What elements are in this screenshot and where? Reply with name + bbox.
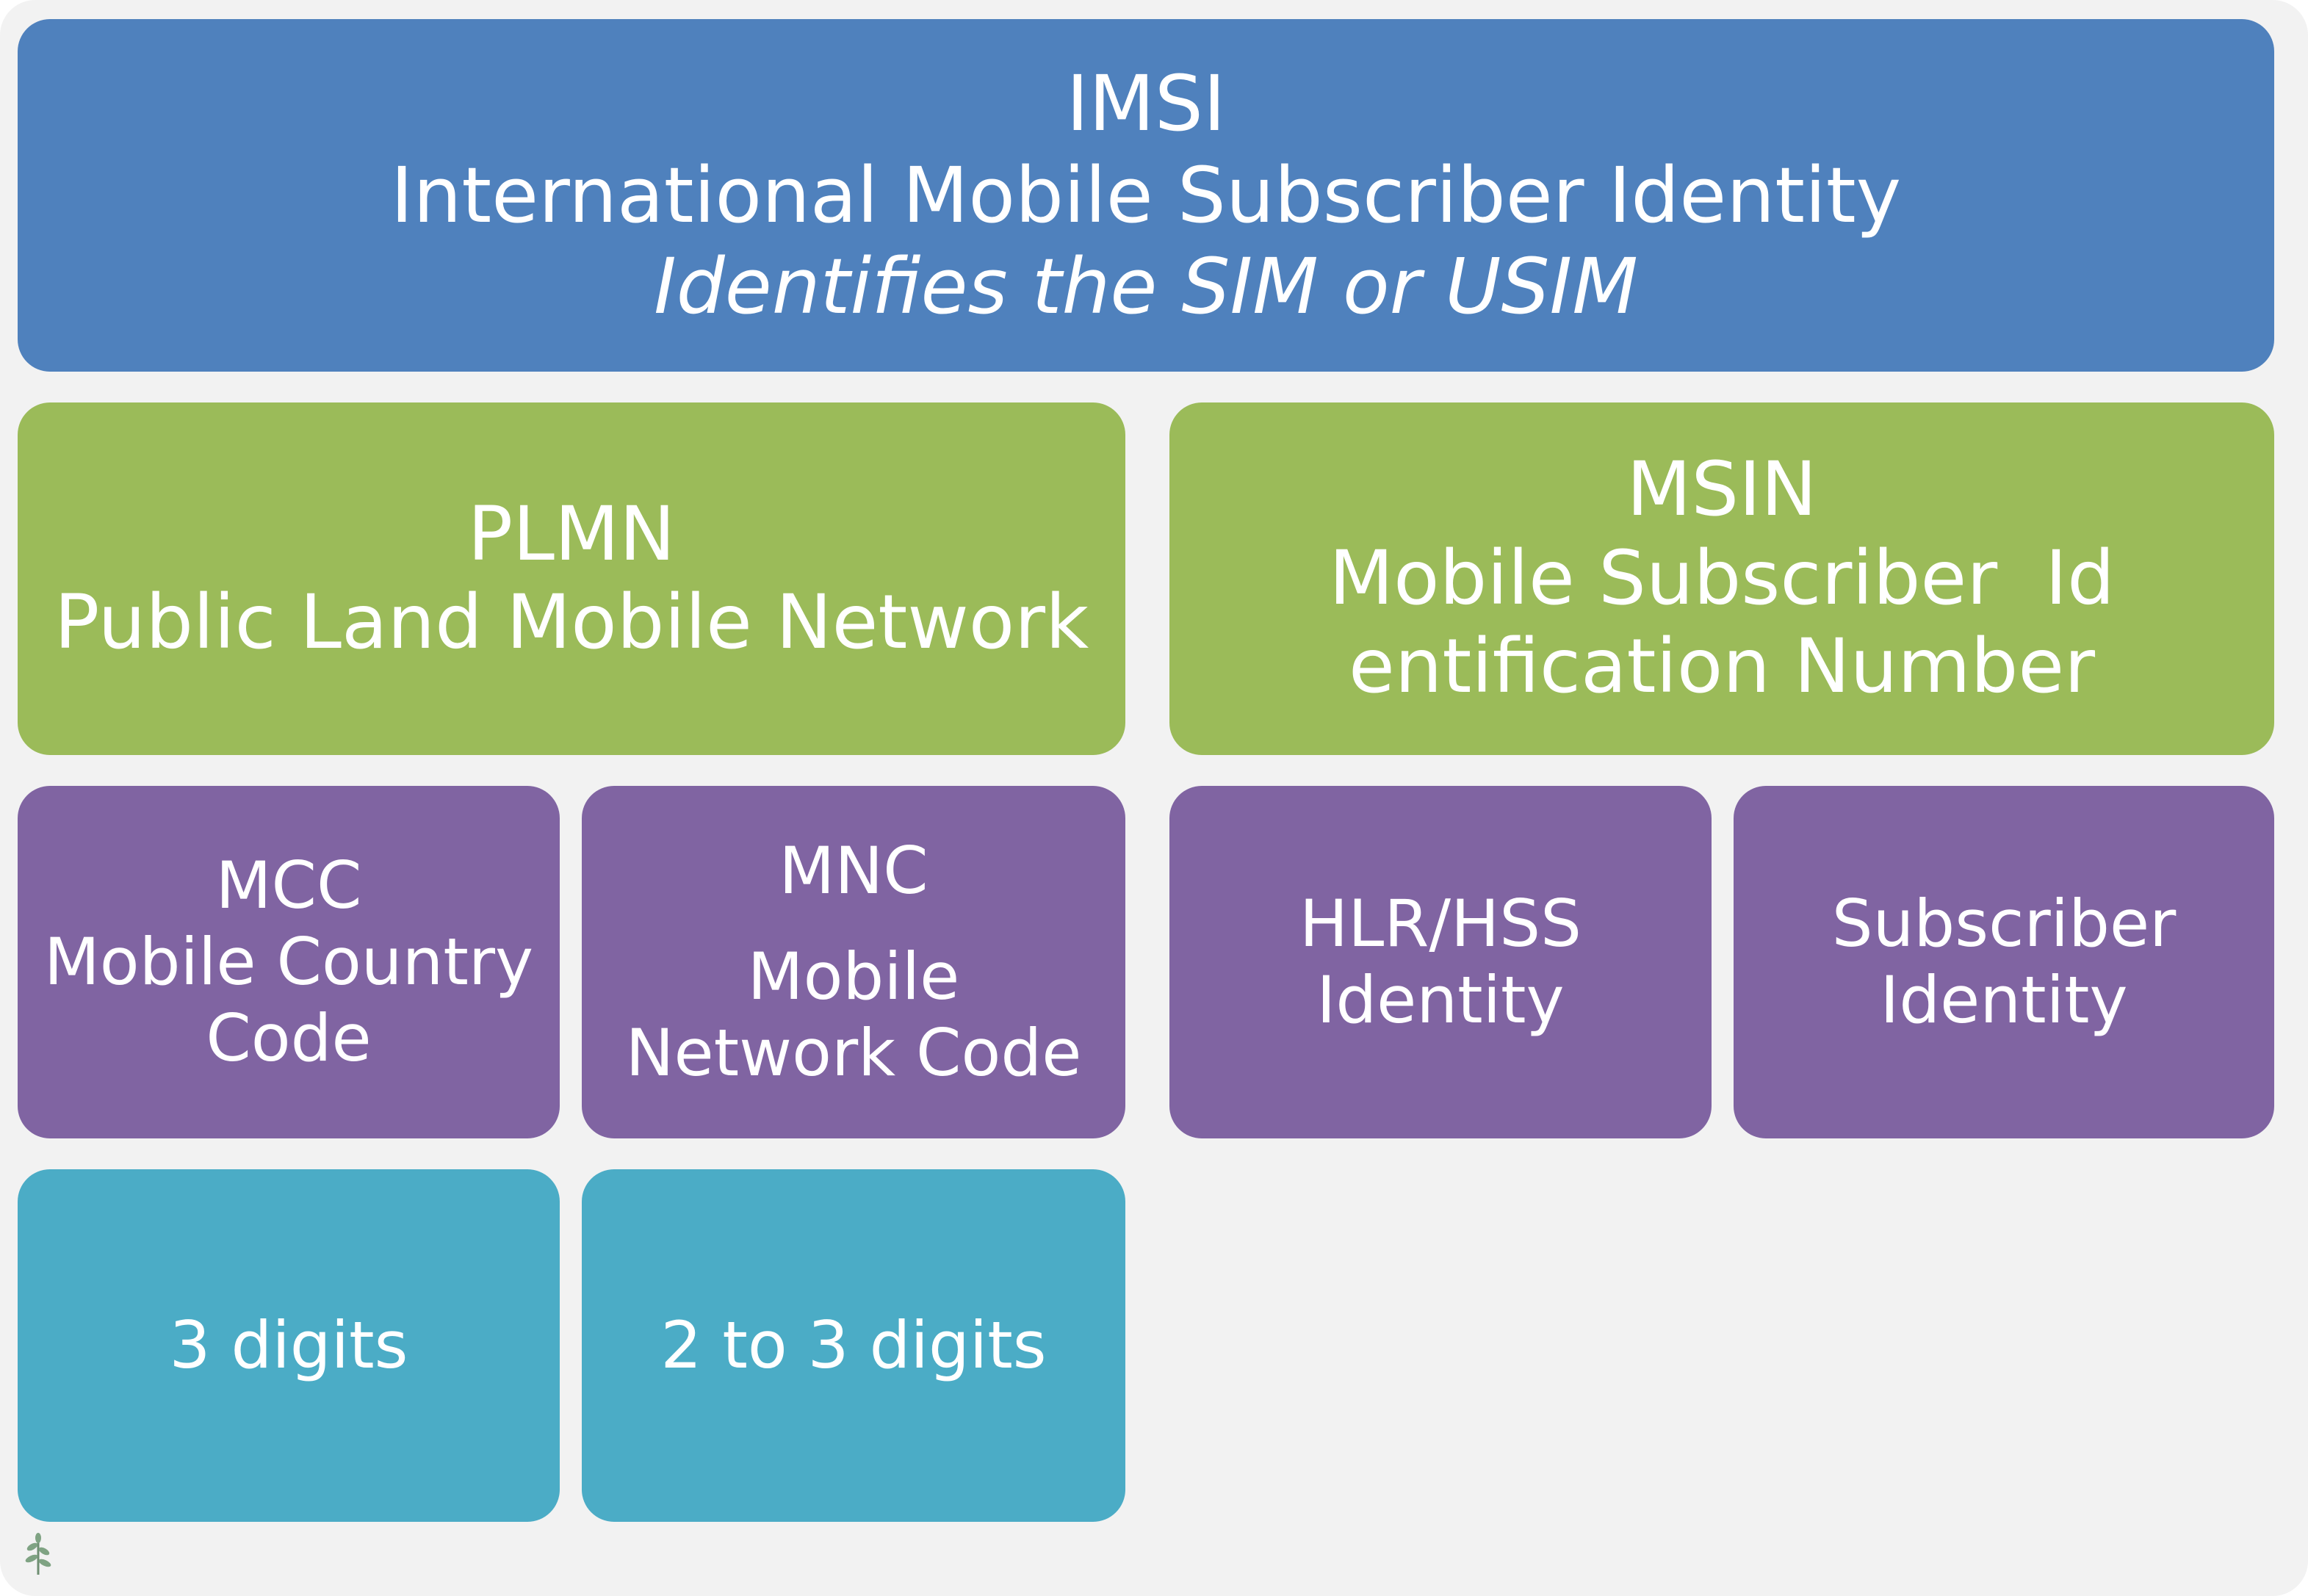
- msin-acronym: MSIN: [1626, 446, 1817, 534]
- msin-full-name-line1: Mobile Subscriber Id: [1329, 534, 2115, 622]
- mnc-box: MNC Mobile Network Code: [582, 786, 1125, 1138]
- imsi-box: IMSI International Mobile Subscriber Ide…: [18, 19, 2274, 372]
- mnc-full-name-line2: Network Code: [625, 1014, 1082, 1091]
- mcc-acronym: MCC: [215, 848, 362, 924]
- imsi-acronym: IMSI: [1066, 58, 1226, 148]
- mcc-digits-box: 3 digits: [18, 1169, 560, 1522]
- hlr-line1: HLR/HSS: [1299, 886, 1582, 962]
- mcc-full-name-line2: Code: [206, 1000, 372, 1076]
- mcc-full-name-line1: Mobile Country: [43, 924, 534, 1000]
- mnc-digits-box: 2 to 3 digits: [582, 1169, 1125, 1522]
- mcc-box: MCC Mobile Country Code: [18, 786, 560, 1138]
- mcc-digits-label: 3 digits: [169, 1307, 408, 1384]
- subscriber-line2: Identity: [1880, 962, 2128, 1038]
- plmn-box: PLMN Public Land Mobile Network: [18, 402, 1125, 755]
- subscriber-line1: Subscriber: [1831, 886, 2177, 962]
- msin-full-name-line2: entification Number: [1348, 623, 2096, 711]
- plmn-full-name: Public Land Mobile Network: [54, 579, 1089, 666]
- mnc-digits-label: 2 to 3 digits: [660, 1307, 1047, 1384]
- hlr-line2: Identity: [1316, 962, 1565, 1038]
- subscriber-identity-box: Subscriber Identity: [1734, 786, 2274, 1138]
- mnc-acronym: MNC: [779, 833, 928, 909]
- sprout-icon: [25, 1533, 51, 1575]
- imsi-full-name: International Mobile Subscriber Identity: [390, 150, 1902, 240]
- mnc-full-name-line1: Mobile: [747, 939, 960, 1015]
- msin-box: MSIN Mobile Subscriber Id entification N…: [1169, 402, 2274, 755]
- hlr-hss-identity-box: HLR/HSS Identity: [1169, 786, 1712, 1138]
- imsi-description: Identifies the SIM or USIM: [654, 242, 1638, 332]
- plmn-acronym: PLMN: [467, 490, 676, 578]
